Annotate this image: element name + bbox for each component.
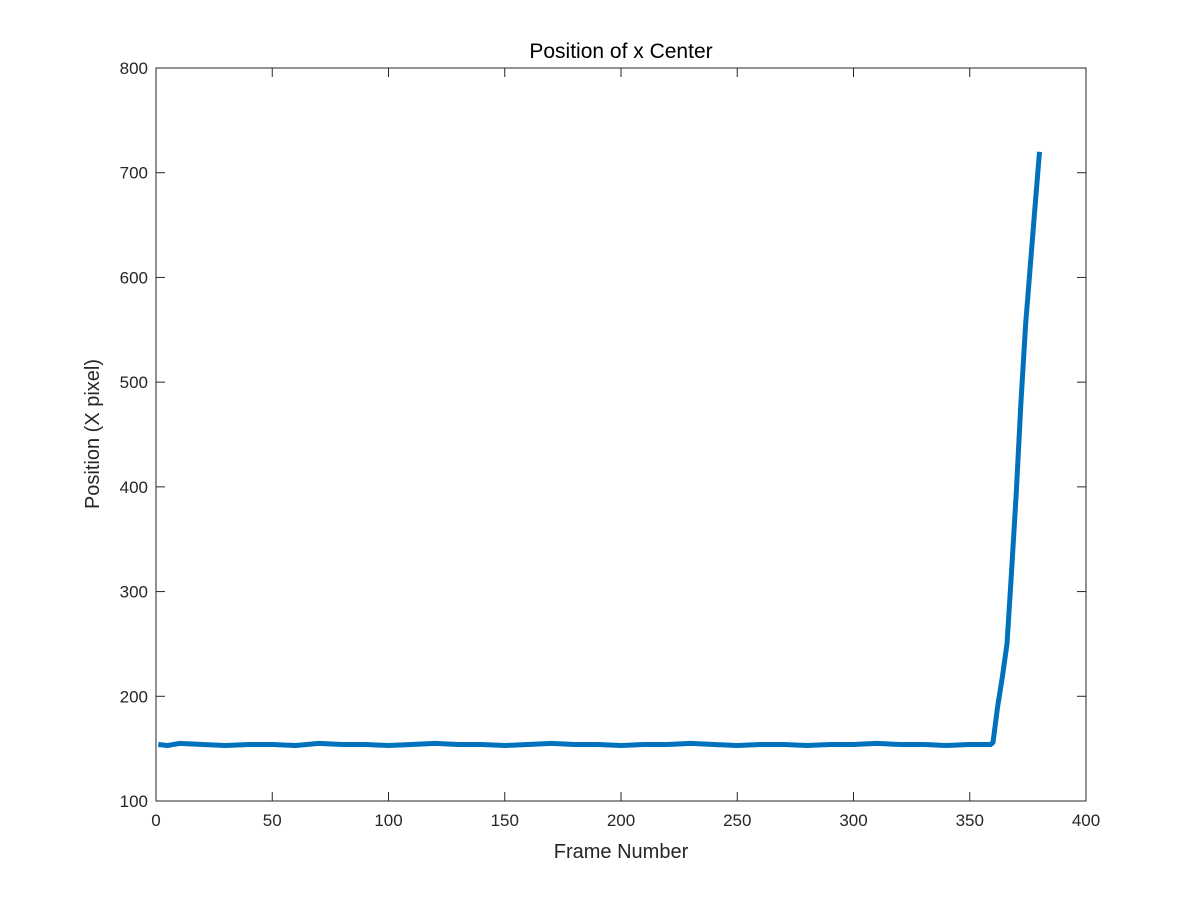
- x-tick-label: 100: [374, 811, 402, 830]
- y-axis-label: Position (X pixel): [82, 359, 104, 509]
- x-axis-ticks: 0 50 100 150 200 250 300 350 400: [151, 68, 1100, 830]
- y-tick-label: 100: [120, 792, 148, 811]
- y-tick-label: 500: [120, 373, 148, 392]
- data-series-line: [158, 151, 1042, 748]
- x-tick-label: 250: [723, 811, 751, 830]
- x-tick-label: 0: [151, 811, 160, 830]
- x-tick-label: 50: [263, 811, 282, 830]
- y-tick-label: 200: [120, 687, 148, 706]
- y-tick-label: 800: [120, 59, 148, 78]
- x-tick-label: 350: [956, 811, 984, 830]
- y-tick-label: 400: [120, 478, 148, 497]
- chart-title: Position of x Center: [529, 40, 712, 63]
- y-tick-label: 300: [120, 583, 148, 602]
- x-tick-label: 200: [607, 811, 635, 830]
- axes-box: [155, 67, 1087, 802]
- x-tick-label: 400: [1072, 811, 1100, 830]
- x-axis-label: Frame Number: [554, 841, 689, 863]
- x-tick-label: 150: [491, 811, 519, 830]
- plot-area: [156, 68, 1086, 801]
- y-tick-label: 700: [120, 164, 148, 183]
- y-axis-ticks: 100 200 300 400 500 600 700 800: [120, 59, 1086, 811]
- x-tick-label: 300: [839, 811, 867, 830]
- y-tick-label: 600: [120, 268, 148, 287]
